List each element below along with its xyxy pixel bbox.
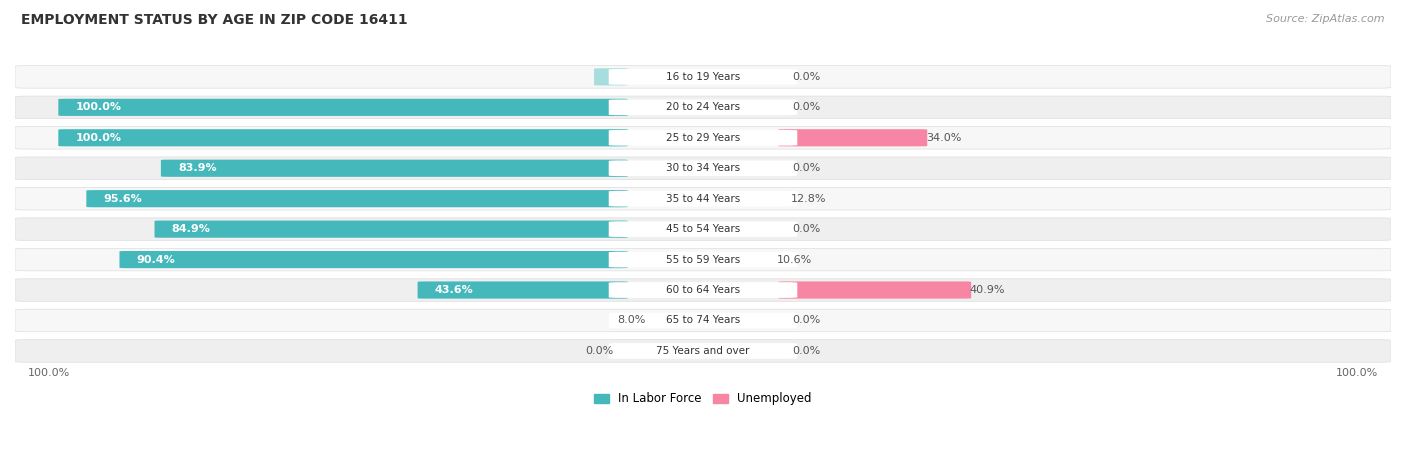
FancyBboxPatch shape bbox=[609, 221, 797, 237]
FancyBboxPatch shape bbox=[15, 248, 1391, 271]
Text: 0.0%: 0.0% bbox=[585, 346, 614, 356]
Text: 45 to 54 Years: 45 to 54 Years bbox=[666, 224, 740, 234]
Text: 12.8%: 12.8% bbox=[792, 194, 827, 204]
Text: 30 to 34 Years: 30 to 34 Years bbox=[666, 163, 740, 173]
FancyBboxPatch shape bbox=[609, 282, 797, 298]
Text: 90.4%: 90.4% bbox=[136, 255, 176, 265]
Text: 34.0%: 34.0% bbox=[927, 133, 962, 143]
Text: 100.0%: 100.0% bbox=[28, 368, 70, 378]
Text: 15.9%: 15.9% bbox=[612, 72, 650, 82]
Text: 16 to 19 Years: 16 to 19 Years bbox=[666, 72, 740, 82]
Text: 75 Years and over: 75 Years and over bbox=[657, 346, 749, 356]
FancyBboxPatch shape bbox=[609, 191, 797, 207]
Text: 43.6%: 43.6% bbox=[434, 285, 474, 295]
Text: 25 to 29 Years: 25 to 29 Years bbox=[666, 133, 740, 143]
Text: 10.6%: 10.6% bbox=[778, 255, 813, 265]
FancyBboxPatch shape bbox=[609, 252, 797, 267]
Text: 95.6%: 95.6% bbox=[104, 194, 142, 204]
Text: 35 to 44 Years: 35 to 44 Years bbox=[666, 194, 740, 204]
FancyBboxPatch shape bbox=[15, 126, 1391, 149]
FancyBboxPatch shape bbox=[15, 218, 1391, 240]
Text: 65 to 74 Years: 65 to 74 Years bbox=[666, 315, 740, 325]
FancyBboxPatch shape bbox=[609, 99, 797, 115]
Text: 83.9%: 83.9% bbox=[179, 163, 217, 173]
Text: 20 to 24 Years: 20 to 24 Years bbox=[666, 102, 740, 112]
FancyBboxPatch shape bbox=[609, 313, 797, 328]
FancyBboxPatch shape bbox=[120, 251, 628, 268]
Text: 0.0%: 0.0% bbox=[792, 72, 821, 82]
FancyBboxPatch shape bbox=[595, 68, 628, 86]
Legend: In Labor Force, Unemployed: In Labor Force, Unemployed bbox=[589, 387, 817, 410]
FancyBboxPatch shape bbox=[609, 69, 797, 85]
Text: 0.0%: 0.0% bbox=[792, 224, 821, 234]
FancyBboxPatch shape bbox=[58, 99, 628, 116]
FancyBboxPatch shape bbox=[58, 129, 628, 146]
FancyBboxPatch shape bbox=[15, 279, 1391, 302]
FancyBboxPatch shape bbox=[609, 160, 797, 176]
Text: Source: ZipAtlas.com: Source: ZipAtlas.com bbox=[1267, 14, 1385, 23]
Text: EMPLOYMENT STATUS BY AGE IN ZIP CODE 16411: EMPLOYMENT STATUS BY AGE IN ZIP CODE 164… bbox=[21, 14, 408, 27]
Text: 100.0%: 100.0% bbox=[1336, 368, 1378, 378]
Text: 8.0%: 8.0% bbox=[617, 315, 645, 325]
FancyBboxPatch shape bbox=[609, 130, 797, 146]
Text: 60 to 64 Years: 60 to 64 Years bbox=[666, 285, 740, 295]
FancyBboxPatch shape bbox=[15, 96, 1391, 119]
Text: 0.0%: 0.0% bbox=[792, 102, 821, 112]
Text: 0.0%: 0.0% bbox=[792, 163, 821, 173]
FancyBboxPatch shape bbox=[15, 309, 1391, 332]
FancyBboxPatch shape bbox=[15, 187, 1391, 210]
Text: 0.0%: 0.0% bbox=[792, 346, 821, 356]
FancyBboxPatch shape bbox=[15, 340, 1391, 362]
FancyBboxPatch shape bbox=[86, 190, 628, 207]
FancyBboxPatch shape bbox=[15, 157, 1391, 180]
Text: 40.9%: 40.9% bbox=[970, 285, 1005, 295]
Text: 84.9%: 84.9% bbox=[172, 224, 211, 234]
FancyBboxPatch shape bbox=[778, 281, 972, 299]
Text: 100.0%: 100.0% bbox=[76, 133, 121, 143]
FancyBboxPatch shape bbox=[418, 281, 628, 299]
Text: 100.0%: 100.0% bbox=[76, 102, 121, 112]
Text: 55 to 59 Years: 55 to 59 Years bbox=[666, 255, 740, 265]
Text: 0.0%: 0.0% bbox=[792, 315, 821, 325]
FancyBboxPatch shape bbox=[778, 129, 927, 146]
FancyBboxPatch shape bbox=[609, 343, 797, 359]
FancyBboxPatch shape bbox=[160, 160, 628, 177]
FancyBboxPatch shape bbox=[15, 66, 1391, 88]
FancyBboxPatch shape bbox=[155, 220, 628, 238]
